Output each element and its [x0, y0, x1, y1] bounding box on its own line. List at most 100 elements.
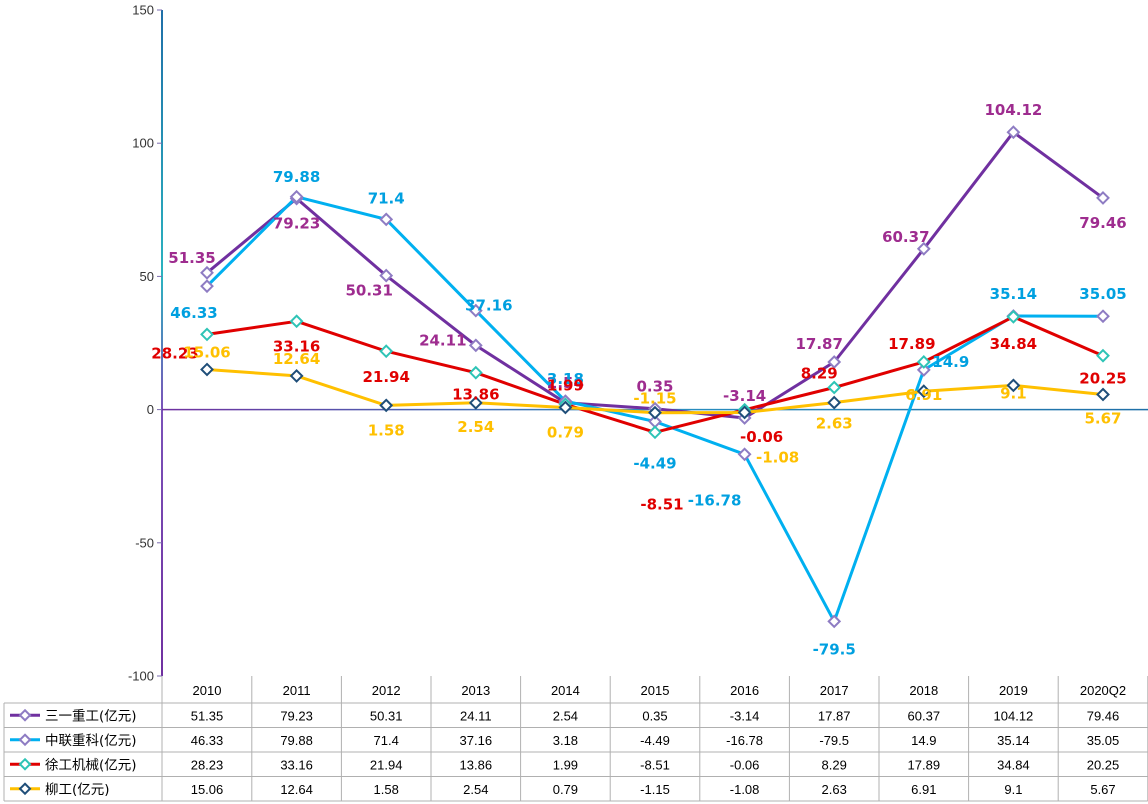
table-value-cell: 20.25: [1087, 757, 1120, 772]
table-value-cell: -0.06: [730, 757, 760, 772]
y-tick-label: 150: [132, 3, 154, 18]
data-point-marker: [379, 212, 394, 227]
table-header-cell: 2018: [909, 683, 938, 698]
data-label: 50.31: [345, 282, 392, 300]
legend-marker-key: [18, 757, 32, 771]
data-point-marker: [289, 314, 304, 329]
table-header-cell: 2010: [193, 683, 222, 698]
data-label: 51.35: [168, 249, 215, 267]
table-value-cell: 79.88: [280, 733, 313, 748]
data-point-marker: [468, 365, 483, 380]
table-header-cell: 2014: [551, 683, 580, 698]
table-value-cell: 8.29: [822, 757, 847, 772]
table-value-cell: 0.79: [553, 782, 578, 797]
data-table: 2010 2011 2012 2013 2014 2015 2016 2017 2018 2019…: [3, 676, 1148, 802]
data-label: -1.15: [633, 390, 676, 408]
data-point-marker: [379, 268, 394, 283]
table-value-cell: 79.23: [280, 708, 313, 723]
data-label: 79.23: [273, 215, 320, 233]
data-point-marker: [916, 384, 931, 399]
data-point-marker: [468, 338, 483, 353]
table-value-cell: 71.4: [374, 733, 399, 748]
data-label: 37.16: [465, 297, 512, 315]
table-value-cell: 12.64: [280, 782, 313, 797]
data-label: 35.05: [1079, 285, 1126, 303]
data-point-marker: [558, 400, 573, 415]
y-tick-label: 0: [147, 402, 154, 417]
table-value-cell: 6.91: [911, 782, 936, 797]
table-header-cell: 2012: [372, 683, 401, 698]
y-tick-label: -100: [128, 669, 154, 684]
table-value-cell: 104.12: [994, 708, 1034, 723]
data-point-marker: [200, 327, 214, 342]
data-point-marker: [737, 405, 752, 420]
data-point-marker: [827, 355, 842, 369]
data-label: 9.1: [1000, 384, 1027, 402]
data-label: -8.51: [640, 495, 683, 513]
data-point-marker: [289, 369, 304, 383]
data-label: 14.9: [932, 353, 969, 371]
data-label: 104.12: [984, 101, 1042, 119]
table-header-cell: 2013: [461, 683, 490, 698]
data-label: 21.94: [362, 368, 409, 386]
data-label: 34.84: [990, 335, 1037, 353]
table-value-cell: 17.87: [818, 708, 851, 723]
data-label: 2.54: [547, 374, 584, 392]
series-markers: [200, 125, 1110, 629]
table-value-cell: 37.16: [460, 733, 493, 748]
table-value-cell: 35.05: [1087, 733, 1120, 748]
data-point-marker: [200, 362, 214, 377]
data-labels: 51.35 79.23 50.31 24.11 2.54 0.35 -3.14 17.87 60…: [151, 101, 1126, 658]
legend-series-name: 三一重工(亿元): [45, 708, 137, 724]
table-value-cell: 1.99: [553, 757, 578, 772]
table-value-cell: 9.1: [1004, 782, 1022, 797]
data-label: 71.4: [368, 189, 405, 207]
table-value-cell: -3.14: [730, 708, 760, 723]
data-label: -3.14: [723, 387, 766, 405]
y-tick-label: -50: [135, 535, 154, 550]
data-point-marker: [1096, 191, 1110, 205]
table-value-cell: 2.54: [553, 708, 578, 723]
data-point-marker: [916, 362, 931, 377]
legend-series-name: 徐工机械(亿元): [45, 757, 137, 773]
data-label: -0.06: [740, 428, 783, 446]
legend-series-name: 柳工(亿元): [45, 782, 110, 798]
table-header-cell: 2020Q2: [1080, 683, 1126, 698]
legend-marker-key: [18, 733, 32, 747]
data-point-marker: [827, 395, 842, 410]
data-label: 0.79: [547, 423, 584, 441]
data-point-marker: [827, 614, 842, 629]
data-point-marker: [1006, 309, 1021, 324]
data-point-marker: [468, 395, 483, 410]
data-point-marker: [1096, 387, 1110, 402]
data-point-marker: [1096, 348, 1110, 363]
data-point-marker: [1006, 125, 1021, 140]
data-point-marker: [1096, 309, 1110, 324]
data-point-marker: [379, 344, 394, 359]
data-label: 13.86: [452, 386, 499, 404]
data-label: -16.78: [688, 491, 742, 509]
data-point-marker: [648, 405, 662, 420]
table-value-cell: 13.86: [460, 757, 493, 772]
table-value-cell: 33.16: [280, 757, 313, 772]
legend-series-name: 中联重科(亿元): [45, 733, 137, 749]
table-value-cell: -16.78: [726, 733, 763, 748]
table-value-cell: 3.18: [553, 733, 578, 748]
table-value-cell: 51.35: [191, 708, 224, 723]
table-header-cell: 2015: [641, 683, 670, 698]
table-value-cell: 14.9: [911, 733, 936, 748]
table-value-cell: 24.11: [460, 708, 492, 723]
data-label: 0.35: [636, 378, 673, 396]
data-label: 46.33: [170, 304, 217, 322]
table-value-cell: 15.06: [191, 782, 224, 797]
data-label: 1.99: [547, 376, 584, 394]
data-label: -1.08: [756, 448, 799, 466]
data-label: 33.16: [273, 337, 320, 355]
data-label: 79.46: [1079, 214, 1126, 232]
table-value-cell: 28.23: [191, 757, 224, 772]
table-value-cell: 21.94: [370, 757, 403, 772]
data-point-marker: [379, 398, 394, 413]
series-line-0: [205, 130, 1105, 420]
data-label: 28.23: [151, 344, 198, 362]
